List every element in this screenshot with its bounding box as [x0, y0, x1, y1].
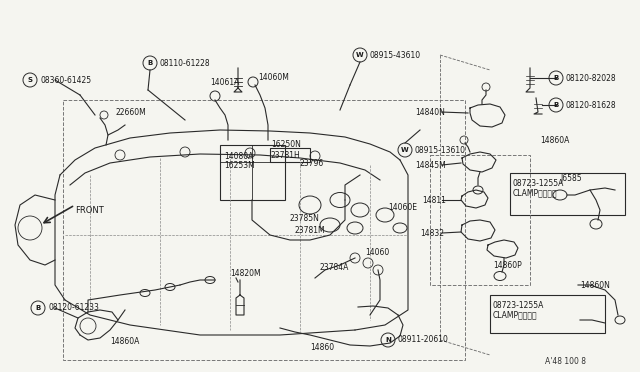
Text: 14845M: 14845M — [415, 160, 445, 170]
Text: W: W — [401, 147, 409, 153]
Text: 14840N: 14840N — [415, 108, 445, 116]
Bar — [270, 148, 310, 162]
Text: 08723-1255A: 08723-1255A — [493, 301, 545, 310]
Text: 14061A: 14061A — [210, 77, 239, 87]
Text: 08911-20610: 08911-20610 — [398, 336, 449, 344]
Bar — [430, 155, 530, 285]
Text: 08915-43610: 08915-43610 — [370, 51, 421, 60]
Text: B: B — [554, 75, 559, 81]
Text: 22660M: 22660M — [115, 108, 146, 116]
Text: 23796: 23796 — [300, 158, 324, 167]
Text: FRONT: FRONT — [75, 205, 104, 215]
Text: B: B — [147, 60, 152, 66]
Text: 14820M: 14820M — [230, 269, 260, 278]
Text: 14832: 14832 — [420, 228, 444, 237]
Text: CLAMPクランプ: CLAMPクランプ — [493, 311, 538, 320]
Bar — [63, 100, 465, 360]
Text: S: S — [28, 77, 33, 83]
Text: 14080A: 14080A — [224, 151, 253, 160]
Text: 16253M: 16253M — [224, 160, 255, 170]
Text: 08120-61233: 08120-61233 — [48, 304, 99, 312]
Text: 14811: 14811 — [422, 196, 446, 205]
Text: B: B — [554, 102, 559, 108]
Text: 08110-61228: 08110-61228 — [160, 58, 211, 67]
Bar — [490, 295, 605, 333]
Text: 08120-81628: 08120-81628 — [566, 100, 616, 109]
Text: J6585: J6585 — [560, 173, 582, 183]
Text: 23781M: 23781M — [295, 225, 326, 234]
Text: 08360-61425: 08360-61425 — [40, 76, 91, 84]
Text: 23784A: 23784A — [320, 263, 349, 273]
Text: 14060M: 14060M — [258, 73, 289, 81]
Text: 08723-1255A: 08723-1255A — [513, 179, 564, 187]
Text: 14860N: 14860N — [580, 280, 610, 289]
Text: 23785N: 23785N — [290, 214, 320, 222]
Text: A'48 100 8: A'48 100 8 — [545, 357, 586, 366]
Bar — [220, 145, 285, 200]
Text: 14860A: 14860A — [110, 337, 140, 346]
Text: 14860: 14860 — [310, 343, 334, 353]
Text: N: N — [385, 337, 391, 343]
Text: 14060: 14060 — [365, 247, 389, 257]
Bar — [510, 173, 625, 215]
Text: 16250N: 16250N — [271, 140, 301, 148]
Text: CLAMPクランプ: CLAMPクランプ — [513, 189, 557, 198]
Text: W: W — [356, 52, 364, 58]
Text: 14860P: 14860P — [493, 260, 522, 269]
Text: B: B — [35, 305, 40, 311]
Text: 14060E: 14060E — [388, 202, 417, 212]
Text: 08120-82028: 08120-82028 — [566, 74, 616, 83]
Text: 08915-13610: 08915-13610 — [415, 145, 466, 154]
Text: 14860A: 14860A — [540, 135, 570, 144]
Text: 23781H: 23781H — [271, 151, 301, 160]
